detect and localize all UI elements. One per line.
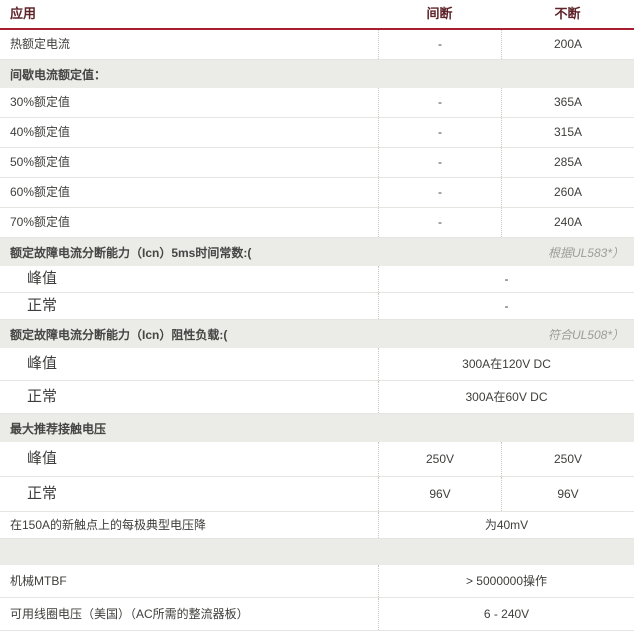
section-label: 额定故障电流分断能力（Icn）阻性负载:(	[10, 327, 228, 342]
table-row: 40%额定值 -315A	[0, 118, 634, 148]
cell-value: -	[378, 266, 634, 292]
table-row: 70%额定值 -240A	[0, 208, 634, 238]
row-label: 可用线圈电压（美国）（AC所需的整流器板）	[10, 606, 249, 621]
row-label: 40%额定值	[10, 125, 71, 140]
row-label: 峰值	[27, 270, 58, 287]
cell-value: > 5000000操作	[378, 565, 634, 597]
table-row: 峰值 -	[0, 266, 634, 293]
cell-intermittent: -	[378, 208, 501, 237]
section-header-row: 间歇电流额定值：	[0, 60, 634, 88]
row-label: 60%额定值	[10, 185, 71, 200]
cell-intermittent: -	[378, 118, 501, 147]
spacer-row	[0, 539, 634, 565]
cell-continuous: 285A	[501, 148, 634, 177]
cell-intermittent: 96V	[378, 477, 501, 511]
row-label: 热额定电流	[10, 37, 71, 52]
cell-value: 为40mV	[378, 512, 634, 538]
cell-continuous: 96V	[501, 477, 634, 511]
cell-value: 300A在60V DC	[378, 381, 634, 413]
table-row: 峰值 300A在120V DC	[0, 348, 634, 381]
table-row: 正常 -	[0, 293, 634, 320]
row-label: 正常	[27, 297, 58, 314]
row-label: 峰值	[27, 355, 58, 372]
table-row: 正常 96V 96V	[0, 477, 634, 512]
cell-value: -	[378, 293, 634, 319]
table-row: 正常 300A在60V DC	[0, 381, 634, 414]
section-header-row: 额定故障电流分断能力（Icn）5ms时间常数:( 根据UL583*）	[0, 238, 634, 266]
section-header-row: 最大推荐接触电压	[0, 414, 634, 442]
cell-continuous: 260A	[501, 178, 634, 207]
row-label: 机械MTBF	[10, 573, 67, 588]
table-row: 可用线圈电压（美国）（AC所需的整流器板） 6 - 240V	[0, 598, 634, 631]
section-label: 额定故障电流分断能力（Icn）5ms时间常数:(	[10, 245, 252, 260]
table-row: 机械MTBF > 5000000操作	[0, 565, 634, 598]
cell-continuous: 365A	[501, 88, 634, 117]
section-note: 根据UL583*）	[547, 245, 624, 260]
table-row: 峰值 250V 250V	[0, 442, 634, 477]
cell-value: 6 - 240V	[378, 598, 634, 630]
header-intermittent: 间断	[426, 6, 453, 22]
cell-intermittent: 250V	[378, 442, 501, 476]
row-label: 峰值	[27, 450, 58, 467]
row-label: 30%额定值	[10, 95, 71, 110]
row-label: 在150A的新触点上的每极典型电压降	[10, 517, 207, 532]
table-header-row: 应用 间断 不断	[0, 0, 634, 30]
row-label: 50%额定值	[10, 155, 71, 170]
cell-intermittent: -	[378, 148, 501, 177]
table-row: 热额定电流 -200A	[0, 30, 634, 60]
header-application: 应用	[10, 6, 37, 22]
cell-intermittent: -	[378, 178, 501, 207]
section-header-row: 额定故障电流分断能力（Icn）阻性负载:( 符合UL508*）	[0, 320, 634, 348]
table-row: 在150A的新触点上的每极典型电压降 为40mV	[0, 512, 634, 539]
table-row: 60%额定值 -260A	[0, 178, 634, 208]
row-label: 70%额定值	[10, 215, 71, 230]
cell-continuous: 250V	[501, 442, 634, 476]
cell-continuous: 315A	[501, 118, 634, 147]
cell-intermittent: -	[378, 30, 501, 59]
table-body: 热额定电流 -200A 间歇电流额定值： 30%额定值 -365A 40%额定值 -315A…	[0, 30, 634, 631]
cell-intermittent: -	[378, 88, 501, 117]
cell-value: 300A在120V DC	[378, 348, 634, 380]
table-row: 30%额定值 -365A	[0, 88, 634, 118]
header-continuous: 不断	[554, 6, 581, 22]
table-row: 50%额定值 -285A	[0, 148, 634, 178]
section-label: 间歇电流额定值：	[10, 67, 107, 82]
row-label: 正常	[27, 485, 58, 502]
cell-continuous: 200A	[501, 30, 634, 59]
section-label: 最大推荐接触电压	[10, 421, 107, 436]
cell-continuous: 240A	[501, 208, 634, 237]
section-note: 符合UL508*）	[547, 327, 624, 342]
row-label: 正常	[27, 388, 58, 405]
